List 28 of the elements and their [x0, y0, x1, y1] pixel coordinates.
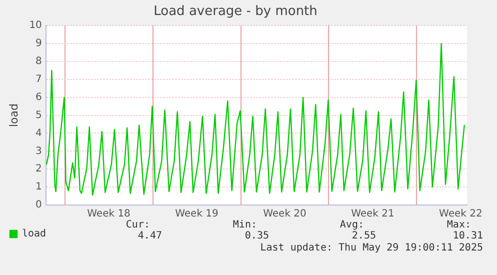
y-tick-label: 8: [36, 56, 42, 68]
x-tick-label: Week 18: [87, 208, 130, 220]
text: Last update: Thu May 29 19:00:11 2025: [260, 242, 483, 254]
y-tick-label: 1: [36, 182, 42, 193]
text: Min:: [232, 220, 257, 231]
text: 10.31: [452, 230, 483, 242]
x-tick-label: Week 21: [351, 208, 394, 220]
text: Max:: [446, 220, 471, 231]
x-tick-label: Week 19: [175, 208, 218, 220]
y-tick-label: 0: [36, 200, 42, 211]
text: 2.55: [352, 230, 376, 242]
y-tick-label: 3: [36, 146, 42, 157]
y-tick-label: 7: [36, 74, 42, 86]
x-tick-label: Week 22: [439, 208, 482, 220]
x-tick-label: Week 20: [263, 208, 306, 220]
text: 4.47: [138, 230, 162, 242]
text: Cur:: [126, 220, 150, 231]
y-axis-title: load: [7, 104, 20, 128]
y-tick-label: 2: [36, 164, 42, 175]
text: 0.35: [244, 230, 269, 242]
y-tick-label: 10: [29, 20, 42, 32]
y-tick-label: 9: [36, 38, 42, 50]
text: Avg:: [340, 220, 364, 231]
y-tick-label: 6: [36, 92, 42, 103]
legend-label: load: [22, 228, 46, 240]
y-tick-label: 5: [36, 110, 42, 121]
chart-title: Load average - by month: [154, 4, 318, 20]
y-tick-label: 4: [36, 128, 42, 139]
